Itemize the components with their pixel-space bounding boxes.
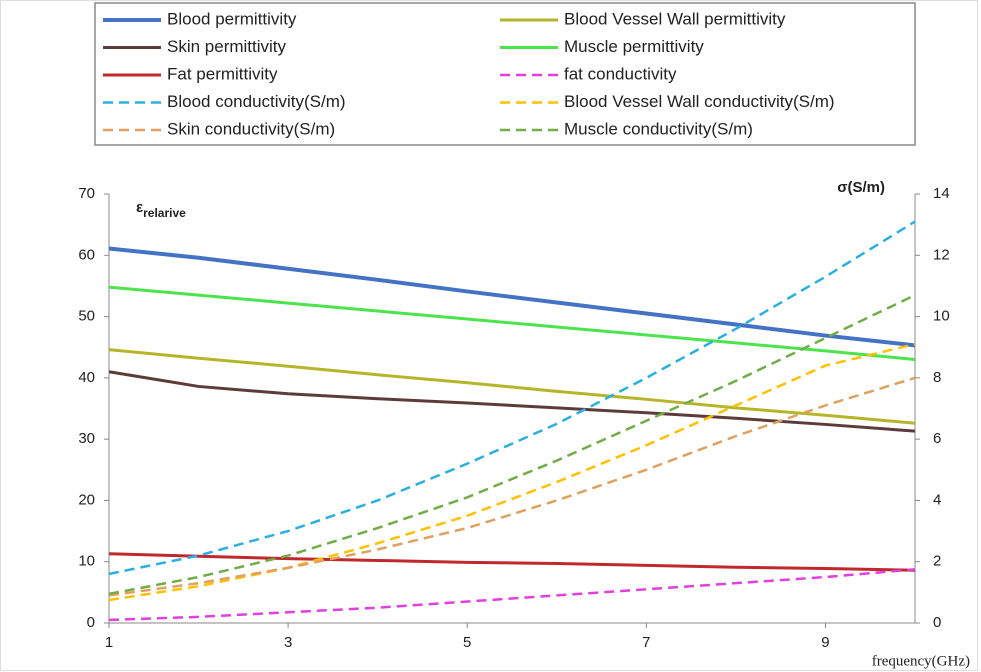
y2-tick-label: 10 [933,308,950,325]
y2-tick-label: 12 [933,246,950,263]
series-line [108,552,916,572]
legend-label: Skin conductivity(S/m) [167,119,335,138]
y2-tick-label: 6 [933,430,941,447]
x-axis-label: frequency(GHz) [872,653,970,669]
y-tick-label: 10 [78,553,95,570]
series-line [108,246,916,348]
series-line [108,293,916,596]
series-line [108,285,916,361]
y2-tick-label: 0 [933,614,941,631]
legend-label: Blood conductivity(S/m) [167,92,346,111]
legend-label: fat conductivity [564,64,677,83]
y-tick-label: 20 [78,491,95,508]
series-line [108,342,916,602]
series-line [108,568,916,622]
y2-tick-label: 2 [933,553,941,570]
y2-axis-label: σ(S/m) [837,179,885,196]
series-line [108,220,916,576]
legend-label: Muscle conductivity(S/m) [564,119,753,138]
legend-label: Blood Vessel Wall permittivity [564,9,786,28]
y-tick-label: 70 [78,185,95,202]
series-line [108,348,916,425]
x-tick-label: 1 [105,634,113,651]
y-tick-label: 30 [78,430,95,447]
legend-label: Skin permittivity [167,37,287,56]
legend-box [94,2,916,146]
y-tick-label: 0 [87,614,95,631]
y-tick-label: 60 [78,246,95,263]
y-tick-label: 40 [78,369,95,386]
y2-tick-label: 14 [933,185,950,202]
legend-label: Fat permittivity [167,64,278,83]
y-tick-label: 50 [78,308,95,325]
y2-tick-label: 8 [933,369,941,386]
legend-label: Blood Vessel Wall conductivity(S/m) [564,92,835,111]
x-tick-label: 9 [821,634,829,651]
y2-tick-label: 4 [933,491,941,508]
legend-label: Blood permittivity [167,9,297,28]
x-tick-label: 5 [463,634,471,651]
x-tick-label: 7 [642,634,650,651]
x-tick-label: 3 [284,634,292,651]
legend-label: Muscle permittivity [564,37,704,56]
series-line [108,376,916,597]
y-axis-label: εrelarive [136,199,186,220]
